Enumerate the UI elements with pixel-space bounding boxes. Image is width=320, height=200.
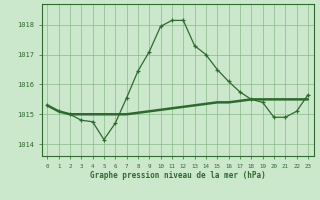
X-axis label: Graphe pression niveau de la mer (hPa): Graphe pression niveau de la mer (hPa) xyxy=(90,171,266,180)
